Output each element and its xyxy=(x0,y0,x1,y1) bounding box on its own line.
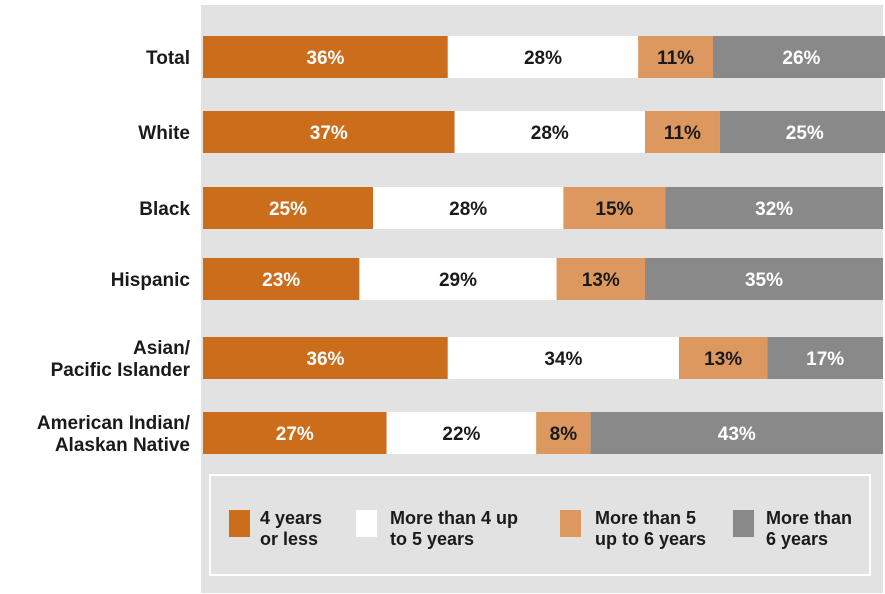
category-label: Hispanic xyxy=(111,270,191,291)
category-label: Black xyxy=(139,199,190,220)
data-label: 23% xyxy=(262,270,300,291)
bar-segment xyxy=(203,337,448,379)
bar-segment xyxy=(665,187,883,229)
data-label: 28% xyxy=(531,123,569,144)
data-label: 34% xyxy=(544,349,582,370)
data-label: 11% xyxy=(657,48,694,69)
category-label: American Indian/Alaskan Native xyxy=(37,413,191,456)
data-label: 36% xyxy=(306,48,344,69)
data-label: 13% xyxy=(704,349,742,370)
data-label: 8% xyxy=(550,424,578,445)
bar-segment xyxy=(536,412,591,454)
bar-segment xyxy=(645,258,883,300)
category-label: Total xyxy=(146,48,190,69)
bar-segment xyxy=(679,337,768,379)
category-label: White xyxy=(138,123,190,144)
legend-swatch xyxy=(560,510,581,537)
bar-segment xyxy=(638,36,713,78)
bar-segment xyxy=(203,412,387,454)
bar-segment xyxy=(203,36,448,78)
data-label: 25% xyxy=(269,199,307,220)
bar-segment xyxy=(359,258,557,300)
data-label: 17% xyxy=(806,349,844,370)
legend-box xyxy=(209,474,871,576)
bar-segment xyxy=(645,111,720,153)
bar-segment xyxy=(713,36,885,78)
data-label: 28% xyxy=(449,199,487,220)
category-label: Asian/Pacific Islander xyxy=(51,338,191,381)
bar-segment xyxy=(203,187,373,229)
data-label: 28% xyxy=(524,48,562,69)
bar-segment xyxy=(203,258,360,300)
data-label: 35% xyxy=(745,270,783,291)
bar-segment xyxy=(447,36,639,78)
data-label: 13% xyxy=(582,270,620,291)
bar-segment xyxy=(767,337,883,379)
data-label: 11% xyxy=(664,123,701,144)
legend-label: More than 6 years xyxy=(766,508,852,549)
bar-segment xyxy=(719,111,885,153)
legend-swatch xyxy=(356,510,377,537)
legend-label: More than 5 up to 6 years xyxy=(595,508,706,549)
bar-segment xyxy=(203,111,455,153)
data-label: 29% xyxy=(439,270,477,291)
legend-label: More than 4 up to 5 years xyxy=(390,508,518,549)
bar-segment xyxy=(556,258,645,300)
bar-segment xyxy=(563,187,666,229)
legend-swatch xyxy=(733,510,754,537)
legend-swatch xyxy=(229,510,250,537)
data-label: 22% xyxy=(442,424,480,445)
bar-segment xyxy=(454,111,645,153)
data-label: 15% xyxy=(595,199,633,220)
bar-segment xyxy=(373,187,564,229)
data-label: 37% xyxy=(310,123,348,144)
data-label: 36% xyxy=(306,349,344,370)
data-label: 25% xyxy=(786,123,824,144)
data-label: 43% xyxy=(718,424,756,445)
bar-segment xyxy=(386,412,537,454)
legend-label: 4 years or less xyxy=(260,508,322,549)
bar-segment xyxy=(447,337,679,379)
data-label: 27% xyxy=(276,424,314,445)
data-label: 32% xyxy=(755,199,793,220)
bar-segment xyxy=(590,412,883,454)
data-label: 26% xyxy=(782,48,820,69)
